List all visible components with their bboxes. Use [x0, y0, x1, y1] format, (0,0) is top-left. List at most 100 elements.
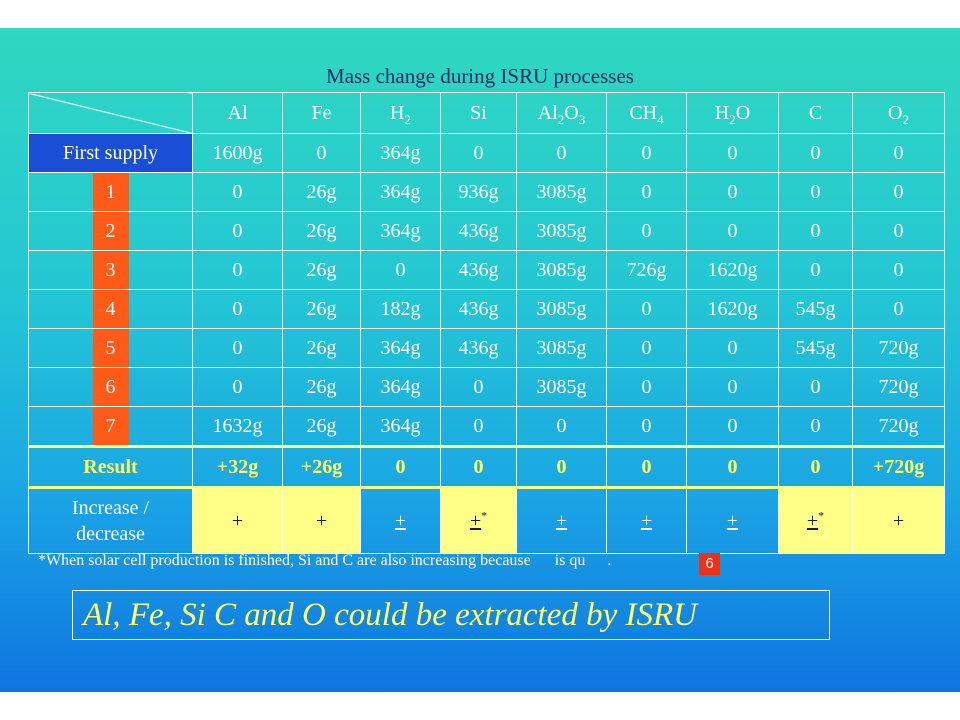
table-title: Mass change during ISRU processes [326, 64, 634, 88]
increase-decrease-label: Increase / decrease [28, 487, 193, 554]
row-number-badge: 2 [92, 212, 129, 250]
table-cell: 0 [852, 133, 945, 173]
col-header-fe: Fe [282, 92, 361, 134]
table-cell: 545g [778, 289, 853, 329]
table-row: 4 0 26g 182g 436g 3085g 0 1620g 545g 0 [28, 289, 945, 329]
table-cell: 364g [360, 211, 441, 251]
table-cell: 0 [440, 367, 517, 407]
first-supply-label: First supply [28, 133, 193, 173]
table-cell: 1620g [686, 250, 779, 290]
table-cell: 364g [360, 328, 441, 368]
table-cell: 436g [440, 211, 517, 251]
row-number-badge: 3 [92, 251, 129, 289]
table-cell: 3085g [516, 211, 607, 251]
table-cell: 0 [606, 289, 687, 329]
result-cell: 0 [686, 445, 779, 489]
table-row: 7 1632g 26g 364g 0 0 0 0 0 720g [28, 406, 945, 447]
table-row: 3 0 26g 0 436g 3085g 726g 1620g 0 0 [28, 250, 945, 290]
table-cell: 0 [686, 172, 779, 212]
table-cell: 720g [852, 367, 945, 407]
table-cell: 0 [778, 133, 853, 173]
increase-cell: + [852, 487, 945, 554]
table-cell: 0 [852, 211, 945, 251]
table-cell: 0 [440, 133, 517, 173]
row-label-cell: 2 [28, 211, 193, 251]
row-label-cell: 4 [28, 289, 193, 329]
table-cell: 0 [192, 172, 283, 212]
table-cell: 26g [282, 328, 361, 368]
table-cell: 0 [192, 328, 283, 368]
row-label-cell: 1 [28, 172, 193, 212]
table-cell: 0 [852, 289, 945, 329]
table-cell: 0 [606, 133, 687, 173]
table-cell: 0 [192, 250, 283, 290]
table-cell: 364g [360, 172, 441, 212]
row-number-badge: 6 [92, 368, 129, 406]
mass-change-table: Al Fe H2 Si Al2O3 CH4 H2O C O2 First sup… [28, 92, 945, 554]
table-cell: 364g [360, 367, 441, 407]
table-cell: 0 [516, 406, 607, 447]
result-cell: 0 [440, 445, 517, 489]
col-header-c: C [778, 92, 853, 134]
table-row: 6 0 26g 364g 0 3085g 0 0 0 720g [28, 367, 945, 407]
row-label-cell: 6 [28, 367, 193, 407]
table-cell: 1632g [192, 406, 283, 447]
result-cell: +32g [192, 445, 283, 489]
table-cell: 0 [852, 250, 945, 290]
table-cell: 0 [192, 367, 283, 407]
table-cell: 26g [282, 211, 361, 251]
table-cell: 0 [686, 406, 779, 447]
increase-cell: + [360, 487, 441, 554]
footnote: *When solar cell production is finished,… [38, 552, 612, 569]
result-cell: 0 [606, 445, 687, 489]
table-cell: 0 [686, 133, 779, 173]
row-number-badge: 5 [92, 329, 129, 367]
table-cell: 1620g [686, 289, 779, 329]
increase-cell: + [686, 487, 779, 554]
increase-cell: + [282, 487, 361, 554]
col-header-ch4: CH4 [606, 92, 687, 134]
table-cell: 720g [852, 328, 945, 368]
row-number-badge: 1 [92, 173, 129, 211]
table-cell: 0 [686, 211, 779, 251]
table-cell: 0 [778, 172, 853, 212]
col-header-h2: H2 [360, 92, 441, 134]
result-cell: 0 [778, 445, 853, 489]
table-cell: 26g [282, 172, 361, 212]
table-cell: 726g [606, 250, 687, 290]
table-cell: 0 [440, 406, 517, 447]
table-cell: 0 [778, 406, 853, 447]
table-cell: 0 [516, 133, 607, 173]
first-supply-row: First supply 1600g 0 364g 0 0 0 0 0 0 [28, 133, 945, 173]
row-number-badge: 7 [92, 407, 129, 445]
increase-decrease-row: Increase / decrease + + + +* + + + +* + [28, 487, 945, 554]
table-cell: 0 [852, 172, 945, 212]
col-header-al: Al [192, 92, 283, 134]
row-label-cell: 5 [28, 328, 193, 368]
table-row: 1 0 26g 364g 936g 3085g 0 0 0 0 [28, 172, 945, 212]
table-cell: 0 [606, 367, 687, 407]
table-cell: 3085g [516, 367, 607, 407]
col-header-o2: O2 [852, 92, 945, 134]
table-cell: 0 [778, 367, 853, 407]
table-cell: 364g [360, 133, 441, 173]
page-badge: 6 [699, 553, 720, 575]
increase-cell: +* [440, 487, 517, 554]
table-cell: 0 [192, 211, 283, 251]
increase-cell: + [606, 487, 687, 554]
result-cell: +720g [852, 445, 945, 489]
result-label: Result [28, 445, 193, 489]
table-cell: 26g [282, 289, 361, 329]
table-cell: 936g [440, 172, 517, 212]
increase-cell: + [192, 487, 283, 554]
col-header-al2o3: Al2O3 [516, 92, 607, 134]
increase-cell: + [516, 487, 607, 554]
table-cell: 364g [360, 406, 441, 447]
result-cell: 0 [360, 445, 441, 489]
table-row: 5 0 26g 364g 436g 3085g 0 0 545g 720g [28, 328, 945, 368]
table-row: 2 0 26g 364g 436g 3085g 0 0 0 0 [28, 211, 945, 251]
table-cell: 436g [440, 250, 517, 290]
table-cell: 3085g [516, 172, 607, 212]
conclusion-box: Al, Fe, Si C and O could be extracted by… [72, 590, 830, 640]
table-cell: 436g [440, 289, 517, 329]
